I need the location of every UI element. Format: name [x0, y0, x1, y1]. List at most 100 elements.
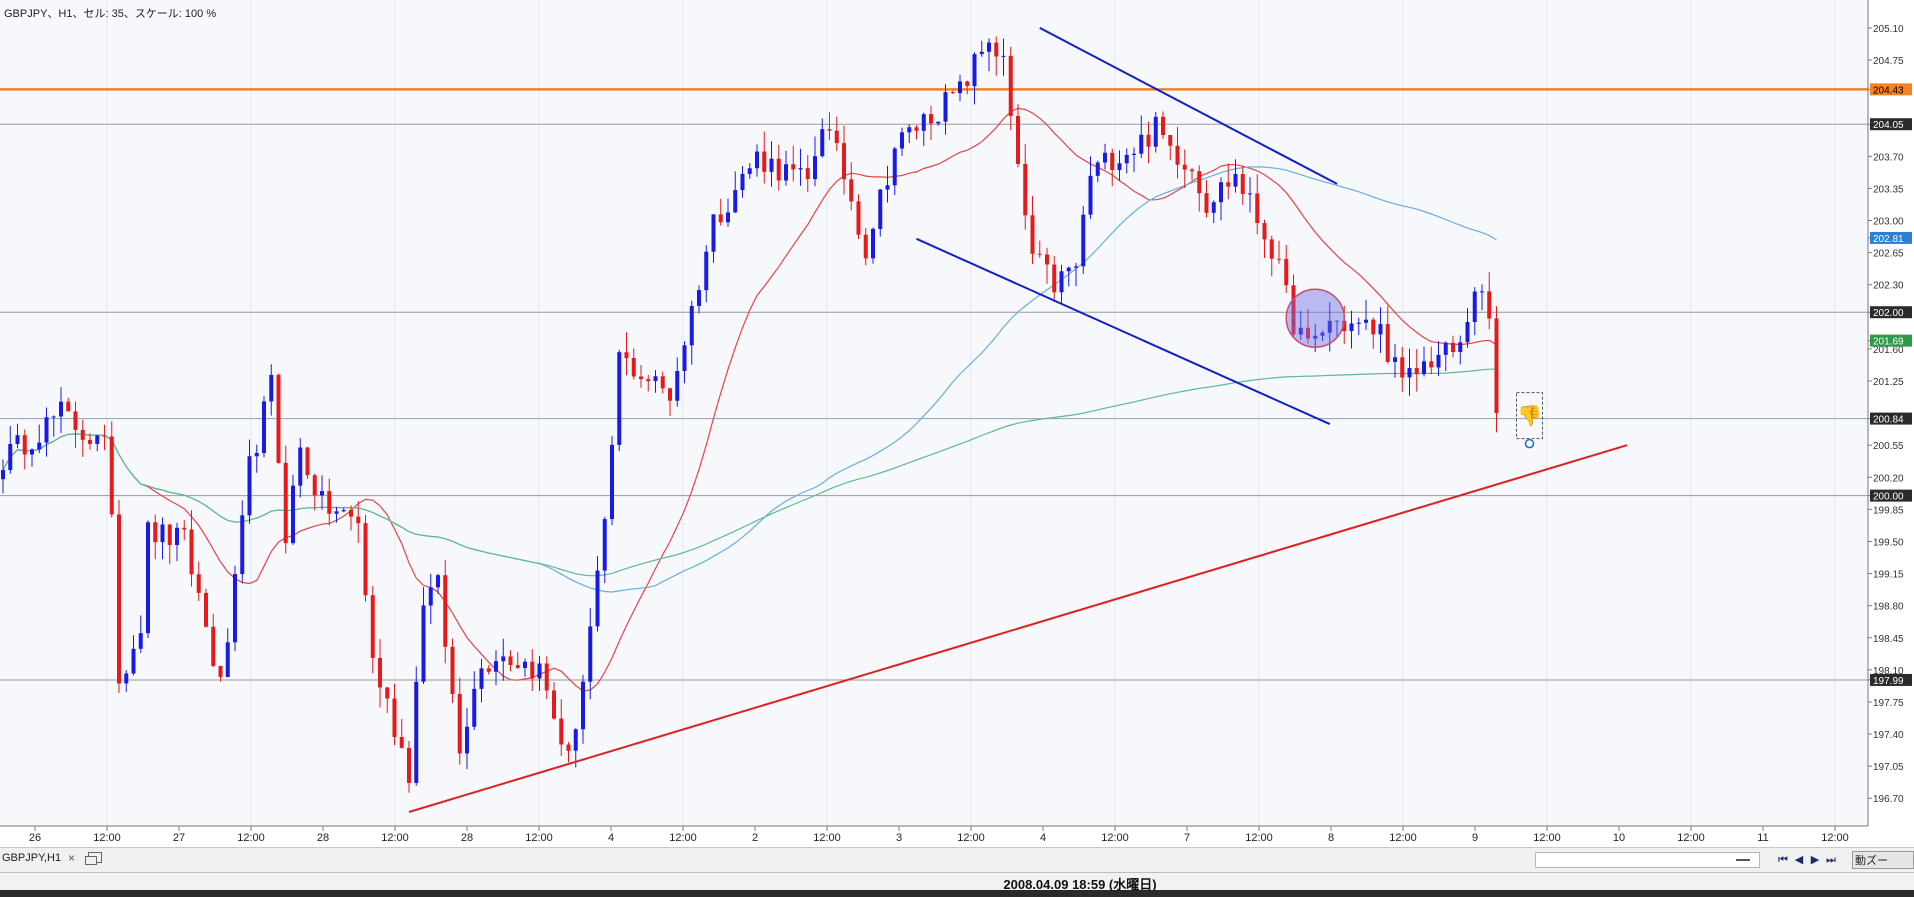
candle[interactable] — [791, 145, 796, 182]
candle[interactable] — [1037, 240, 1042, 258]
order-handle-icon[interactable] — [1524, 438, 1535, 449]
candle[interactable] — [356, 501, 361, 544]
candle[interactable] — [160, 517, 165, 560]
candle[interactable] — [254, 444, 259, 473]
candle[interactable] — [30, 448, 34, 467]
first-bar-icon[interactable]: ⏮ — [1778, 854, 1788, 866]
candle[interactable] — [341, 507, 346, 513]
candle[interactable] — [240, 500, 245, 584]
candle[interactable] — [138, 615, 143, 653]
candle[interactable] — [987, 38, 991, 72]
candle[interactable] — [399, 718, 404, 749]
candle[interactable] — [602, 516, 607, 584]
candle[interactable] — [646, 374, 651, 392]
candle[interactable] — [552, 682, 556, 720]
candle[interactable] — [1364, 299, 1368, 330]
candle[interactable] — [849, 162, 854, 211]
support-trend-line[interactable] — [408, 444, 1628, 813]
candle[interactable] — [863, 228, 868, 266]
candle[interactable] — [682, 341, 687, 384]
candle[interactable] — [15, 423, 20, 449]
candle[interactable] — [537, 655, 542, 691]
candle[interactable] — [914, 125, 919, 140]
candle[interactable] — [247, 439, 252, 524]
candle[interactable] — [921, 112, 926, 147]
candle[interactable] — [1422, 346, 1426, 377]
candle[interactable] — [1414, 349, 1419, 392]
candle[interactable] — [508, 650, 513, 672]
candle[interactable] — [1335, 320, 1339, 337]
price-chart[interactable]: 👎 205.10 204.75 204.43 204.05 203.70 203.35 203… — [0, 0, 1914, 846]
candle[interactable] — [1153, 111, 1158, 153]
candle[interactable] — [124, 670, 129, 692]
scrollbar-thumb[interactable] — [1736, 859, 1750, 861]
candle[interactable] — [856, 194, 861, 240]
candle[interactable] — [1429, 346, 1434, 375]
candle[interactable] — [617, 349, 622, 451]
candle[interactable] — [37, 424, 42, 454]
candle[interactable] — [494, 650, 498, 686]
candle[interactable] — [1407, 348, 1412, 396]
candle[interactable] — [182, 519, 187, 541]
candle[interactable] — [900, 127, 904, 156]
candle[interactable] — [624, 332, 629, 376]
candle[interactable] — [276, 373, 281, 464]
candle[interactable] — [1001, 38, 1006, 76]
candle[interactable] — [1291, 274, 1296, 338]
candle[interactable] — [1371, 317, 1376, 349]
candle[interactable] — [943, 84, 948, 135]
candle[interactable] — [1284, 244, 1289, 294]
candle[interactable] — [1045, 247, 1049, 284]
candle[interactable] — [1088, 156, 1093, 219]
candle[interactable] — [798, 148, 803, 186]
candle[interactable] — [73, 401, 78, 448]
lower-channel-line[interactable] — [916, 237, 1331, 426]
upper-channel-line[interactable] — [1039, 27, 1338, 185]
candle[interactable] — [1124, 148, 1129, 174]
last-bar-icon[interactable]: ⏭ — [1826, 854, 1836, 866]
candle[interactable] — [1204, 180, 1209, 218]
candle[interactable] — [407, 741, 411, 793]
candle[interactable] — [1175, 126, 1180, 179]
candle[interactable] — [1240, 165, 1245, 206]
candle[interactable] — [885, 165, 890, 203]
candle[interactable] — [1233, 159, 1238, 193]
candle[interactable] — [581, 674, 585, 744]
candle[interactable] — [979, 40, 984, 57]
candle[interactable] — [1023, 144, 1028, 230]
candle[interactable] — [51, 415, 56, 437]
candle[interactable] — [436, 573, 440, 594]
candle[interactable] — [994, 36, 999, 76]
candle[interactable] — [907, 124, 912, 144]
chart-tab-label[interactable]: GBPJPY,H1 — [2, 852, 62, 864]
candle[interactable] — [544, 656, 549, 700]
chart-scrollbar[interactable] — [1535, 852, 1760, 868]
candle[interactable] — [109, 421, 114, 518]
candle[interactable] — [1465, 308, 1470, 348]
candle[interactable] — [175, 522, 179, 562]
candle[interactable] — [929, 105, 933, 141]
candle[interactable] — [813, 136, 817, 187]
candle[interactable] — [668, 387, 672, 416]
candle[interactable] — [653, 370, 658, 393]
candle[interactable] — [88, 433, 92, 450]
candle[interactable] — [1451, 335, 1455, 358]
candle[interactable] — [189, 510, 194, 587]
candle[interactable] — [892, 146, 897, 196]
candle[interactable] — [1298, 310, 1303, 341]
candle[interactable] — [102, 424, 107, 451]
candle[interactable] — [443, 560, 448, 664]
candle[interactable] — [965, 80, 970, 95]
candle[interactable] — [153, 514, 158, 560]
candle[interactable] — [167, 523, 172, 565]
candle[interactable] — [44, 407, 49, 457]
candle[interactable] — [363, 514, 368, 602]
candle[interactable] — [59, 387, 63, 433]
candle[interactable] — [1074, 262, 1078, 287]
candle[interactable] — [1277, 240, 1281, 264]
candle[interactable] — [1480, 284, 1484, 311]
candle[interactable] — [784, 150, 788, 186]
candle[interactable] — [972, 52, 977, 105]
candle[interactable] — [66, 397, 71, 412]
candle[interactable] — [515, 651, 520, 670]
